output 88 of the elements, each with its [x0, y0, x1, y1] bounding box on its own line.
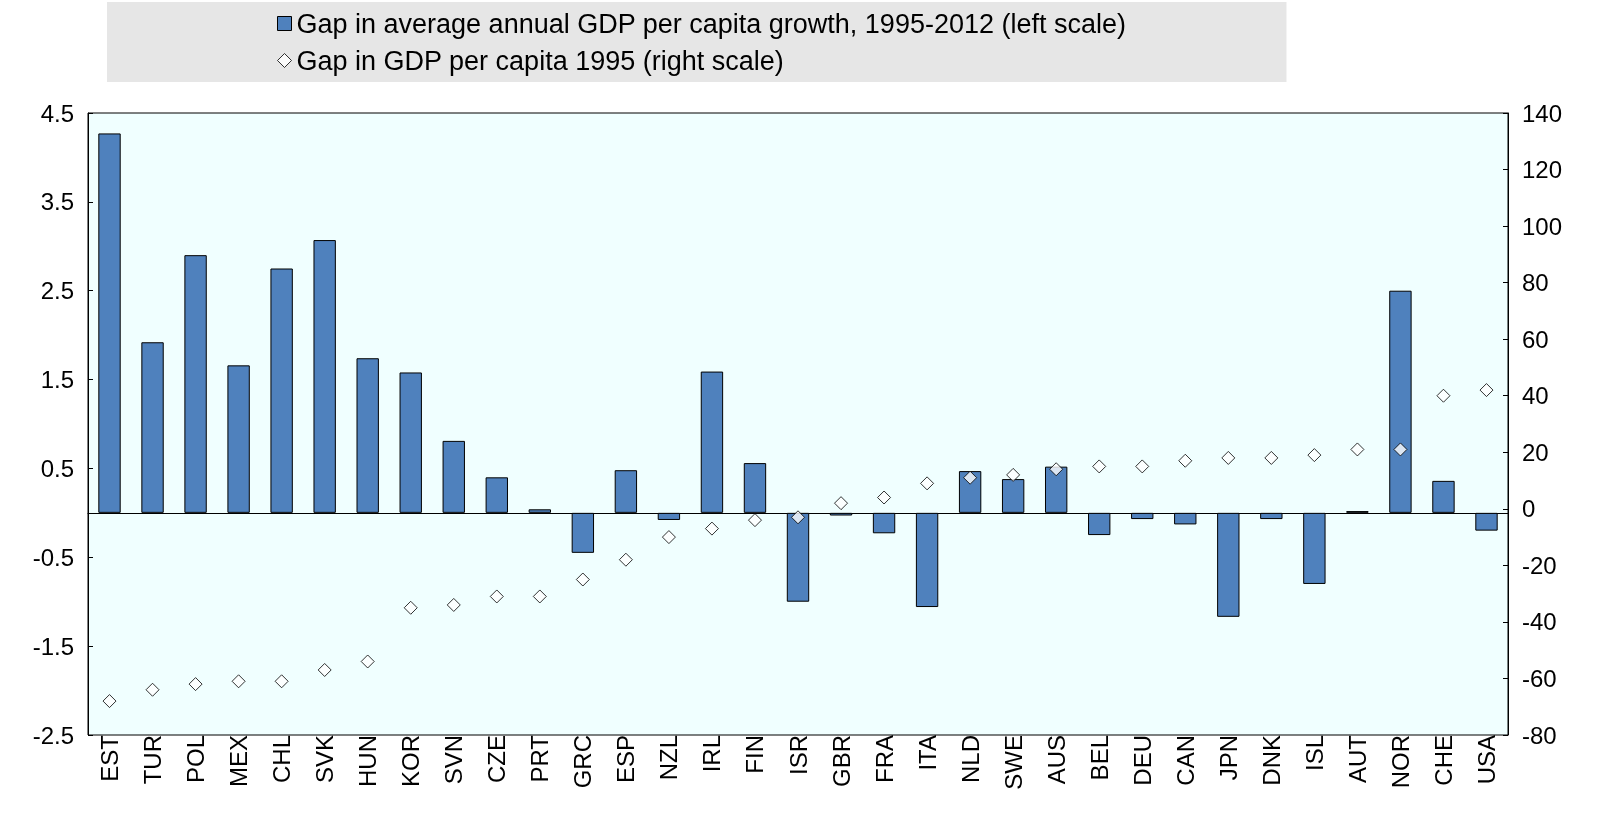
- y-tick-label: 0.5: [40, 454, 74, 482]
- legend-label: Gap in GDP per capita 1995 (right scale): [296, 45, 784, 76]
- point: [1221, 450, 1236, 465]
- x-tick-label: AUS: [1042, 735, 1070, 785]
- point: [1350, 442, 1365, 457]
- point: [1135, 459, 1150, 474]
- point: [834, 496, 849, 511]
- x-tick-label: CHL: [268, 735, 296, 784]
- point: [747, 513, 762, 528]
- x-tick-label: SWE: [999, 735, 1027, 790]
- legend-label: Gap in average annual GDP per capita growth, 1995-2012 (left scale): [296, 8, 1126, 39]
- x-tick-label: PRT: [526, 734, 554, 783]
- x-tick-label: FIN: [741, 735, 769, 774]
- point: [489, 589, 504, 604]
- point: [1178, 453, 1193, 468]
- y2-tick-label: -40: [1522, 608, 1557, 636]
- point: [618, 552, 633, 567]
- point: [1264, 450, 1279, 465]
- x-tick-label: CZE: [483, 735, 511, 783]
- x-tick-label: TUR: [139, 735, 167, 785]
- x-tick-label: DEU: [1128, 735, 1156, 786]
- x-tick-label: MEX: [225, 735, 253, 788]
- y2-tick-label: -80: [1522, 721, 1557, 749]
- point: [1049, 462, 1064, 477]
- point: [963, 470, 978, 485]
- point: [274, 674, 289, 689]
- x-tick-label: ITA: [913, 735, 941, 771]
- point: [317, 662, 332, 677]
- x-tick-label: KOR: [397, 735, 425, 788]
- y2-tick-label: 40: [1522, 382, 1549, 410]
- point: [575, 572, 590, 587]
- x-tick-label: USA: [1472, 735, 1500, 785]
- y-tick-label: 4.5: [40, 99, 74, 127]
- x-tick-label: IRL: [698, 735, 726, 773]
- y-tick-label: 1.5: [40, 366, 74, 394]
- x-tick-label: EST: [96, 734, 124, 782]
- point: [102, 694, 117, 709]
- x-tick-label: SVN: [440, 735, 468, 785]
- point: [403, 600, 418, 615]
- x-tick-label: NOR: [1386, 735, 1414, 789]
- y2-tick-label: 20: [1522, 438, 1549, 466]
- y2-tick-label: -60: [1522, 664, 1557, 692]
- x-tick-label: NZL: [655, 735, 683, 781]
- x-tick-label: SVK: [311, 735, 339, 784]
- point: [231, 674, 246, 689]
- y2-tick-label: 140: [1522, 99, 1563, 127]
- y2-tick-label: 100: [1522, 212, 1563, 240]
- x-tick-label: ISR: [784, 735, 812, 776]
- y-tick-label: -1.5: [32, 632, 74, 660]
- x-tick-label: GRC: [569, 735, 597, 789]
- x-tick-label: AUT: [1343, 734, 1371, 783]
- y2-tick-label: 120: [1522, 156, 1563, 184]
- y2-tick-label: 60: [1522, 325, 1549, 353]
- x-tick-label: JPN: [1214, 735, 1242, 781]
- point: [920, 476, 935, 491]
- x-tick-label: FRA: [870, 735, 898, 783]
- y-tick-label: 2.5: [40, 277, 74, 305]
- x-tick-label: POL: [182, 735, 210, 784]
- y2-tick-label: 80: [1522, 269, 1549, 297]
- point: [446, 597, 461, 612]
- x-tick-label: BEL: [1085, 735, 1113, 781]
- y2-tick-label: -20: [1522, 551, 1557, 579]
- point: [360, 654, 375, 669]
- point: [1006, 467, 1021, 482]
- point: [1436, 388, 1451, 403]
- y-tick-label: -0.5: [32, 543, 74, 571]
- x-tick-label: CAN: [1171, 735, 1199, 786]
- point: [704, 521, 719, 536]
- x-tick-label: HUN: [354, 735, 382, 787]
- point: [145, 682, 160, 697]
- x-tick-label: GBR: [827, 735, 855, 788]
- point: [877, 490, 892, 505]
- point: [1307, 448, 1322, 463]
- x-tick-label: ESP: [612, 735, 640, 784]
- x-tick-label: NLD: [956, 735, 984, 784]
- point: [1092, 459, 1107, 474]
- x-tick-label: DNK: [1257, 735, 1285, 786]
- point: [791, 510, 805, 525]
- y2-tick-label: 0: [1522, 495, 1536, 523]
- point: [1479, 383, 1494, 398]
- y-tick-label: 3.5: [40, 188, 74, 216]
- x-tick-label: CHE: [1429, 735, 1457, 786]
- point: [188, 677, 203, 692]
- x-tick-label: ISL: [1300, 735, 1328, 772]
- point: [532, 589, 547, 604]
- point: [1393, 442, 1408, 457]
- y-tick-label: -2.5: [32, 721, 74, 749]
- point: [661, 530, 676, 545]
